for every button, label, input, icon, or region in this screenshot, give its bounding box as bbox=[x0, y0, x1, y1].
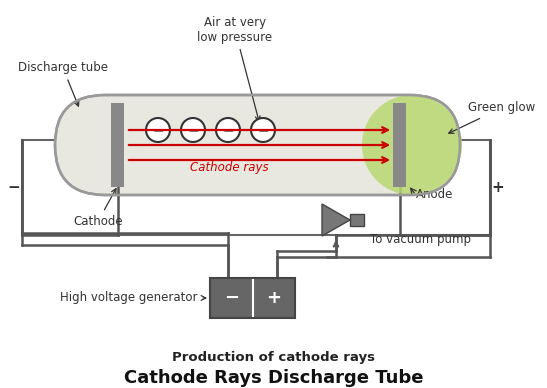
Text: Cathode Rays Discharge Tube: Cathode Rays Discharge Tube bbox=[124, 369, 423, 387]
Bar bbox=[350, 214, 364, 226]
Text: −: − bbox=[187, 123, 199, 137]
Ellipse shape bbox=[362, 95, 462, 195]
FancyBboxPatch shape bbox=[55, 95, 460, 195]
Polygon shape bbox=[322, 204, 350, 236]
Text: Air at very
low pressure: Air at very low pressure bbox=[197, 16, 272, 121]
Text: Anode: Anode bbox=[416, 189, 453, 201]
Text: −: − bbox=[8, 180, 20, 195]
Text: Green glow: Green glow bbox=[449, 102, 536, 133]
Text: Cathode rays: Cathode rays bbox=[190, 161, 269, 173]
Text: High voltage generator: High voltage generator bbox=[60, 291, 206, 305]
Text: Production of cathode rays: Production of cathode rays bbox=[172, 352, 375, 364]
Text: To vacuum pump: To vacuum pump bbox=[370, 234, 471, 246]
Text: −: − bbox=[152, 123, 164, 137]
Text: Discharge tube: Discharge tube bbox=[18, 62, 108, 106]
Text: Cathode: Cathode bbox=[73, 189, 123, 228]
Circle shape bbox=[146, 118, 170, 142]
Bar bbox=[111, 103, 124, 187]
Text: −: − bbox=[222, 123, 234, 137]
Text: +: + bbox=[266, 289, 281, 307]
Bar bbox=[393, 103, 406, 187]
Circle shape bbox=[251, 118, 275, 142]
Bar bbox=[22, 140, 490, 235]
Circle shape bbox=[216, 118, 240, 142]
Text: +: + bbox=[492, 180, 504, 195]
Circle shape bbox=[181, 118, 205, 142]
Text: −: − bbox=[257, 123, 269, 137]
Text: −: − bbox=[224, 289, 239, 307]
Bar bbox=[210, 278, 295, 318]
